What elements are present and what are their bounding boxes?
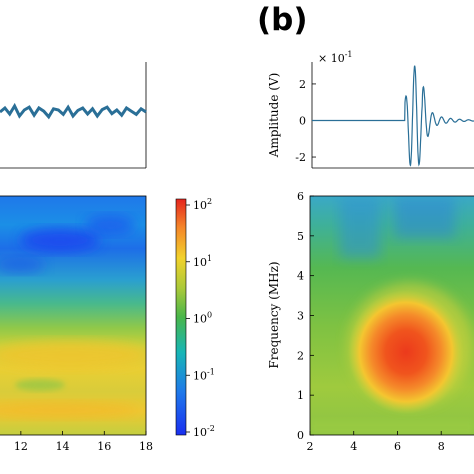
left-spectrogram-x-tick-label: 14 (56, 440, 70, 453)
right-spectrogram-ylabel: Frequency (MHz) (267, 261, 281, 368)
right-waveform-panel: 2 0 -2 × 10-1 Amplitude (V) (267, 50, 474, 169)
right-spectrogram-y-tick-label: 5 (297, 230, 304, 243)
right-waveform-y-tick-label: 2 (299, 78, 306, 91)
left-spectrogram-x-tick-label: 16 (97, 440, 111, 453)
right-spectrogram-y-tick-label: 3 (297, 310, 304, 323)
right-spectrogram-bottom-band (310, 420, 474, 435)
left-spectrogram-blue-patch (85, 215, 135, 235)
left-waveform-line (0, 102, 147, 120)
right-spectrogram-blue-streak (340, 198, 380, 258)
left-spectrogram-x-axis: 12 14 16 18 (14, 431, 153, 453)
colorbar-tick-label: 102 (193, 197, 212, 212)
right-spectrogram-x-tick-label: 6 (394, 440, 401, 453)
colorbar-tick-label: 10-1 (193, 367, 215, 382)
left-waveform-panel (0, 62, 147, 169)
right-spectrogram-y-tick-label: 4 (297, 270, 304, 283)
right-spectrogram-x-tick-label: 4 (350, 440, 357, 453)
colorbar-tick-label: 100 (193, 311, 212, 326)
right-waveform-y-tick-label: 0 (299, 114, 306, 127)
right-spectrogram-hotspot (348, 290, 464, 414)
right-spectrogram-y-axis: 0 1 2 3 4 5 6 (297, 190, 314, 442)
colorbar-gradient (175, 198, 187, 436)
colorbar-tick-label: 10-2 (193, 424, 215, 439)
right-waveform-ylabel: Amplitude (V) (267, 73, 281, 159)
left-spectrogram-blue-patch (0, 257, 45, 273)
right-spectrogram-blue-streak (395, 198, 455, 238)
right-spectrogram-x-tick-label: 2 (307, 440, 314, 453)
right-waveform-scale-label: × 10-1 (318, 50, 353, 65)
left-spectrogram-x-tick-label: 18 (139, 440, 153, 453)
left-spectrogram-x-tick-label: 12 (14, 440, 28, 453)
colorbar-tick-label: 101 (193, 254, 212, 269)
left-spectrogram-yellow-band (0, 341, 146, 369)
colorbar-ticks: 102 101 100 10-1 10-2 (186, 197, 215, 439)
left-spectrogram-frame (0, 195, 147, 436)
colorbar: 102 101 100 10-1 10-2 (175, 197, 215, 439)
right-spectrogram-panel: 2 4 6 8 0 1 2 3 4 5 6 Frequency (MHz) (267, 190, 474, 453)
right-spectrogram-x-axis: 2 4 6 8 (307, 431, 445, 453)
right-spectrogram-y-tick-label: 0 (297, 429, 304, 442)
left-spectrogram-panel: 12 14 16 18 (0, 195, 153, 453)
right-waveform-y-tick-label: -2 (295, 151, 306, 164)
right-spectrogram-y-tick-label: 2 (297, 349, 304, 362)
panel-label-b: (b) (257, 2, 308, 38)
right-waveform-line (312, 65, 474, 167)
right-spectrogram-y-tick-label: 1 (297, 389, 304, 402)
right-spectrogram-x-tick-label: 8 (438, 440, 445, 453)
left-spectrogram-yellow-band (0, 402, 140, 418)
left-spectrogram-blue-patch (20, 228, 100, 252)
right-spectrogram-y-tick-label: 6 (297, 190, 304, 203)
left-spectrogram-green-patch (15, 379, 65, 391)
